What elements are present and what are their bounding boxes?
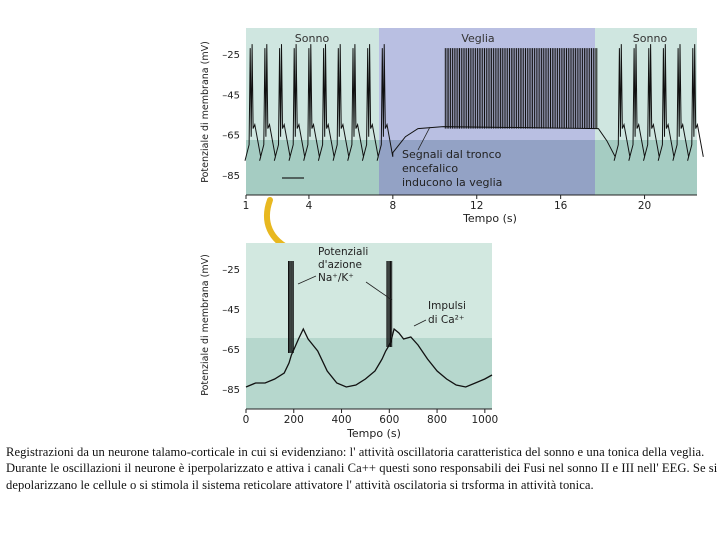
top-y-tick-label: –85 bbox=[222, 171, 240, 182]
ap-pointer-right bbox=[365, 281, 393, 301]
bottom-trace-line bbox=[245, 327, 493, 388]
top-x-tick-label: 1 bbox=[243, 200, 250, 212]
top-y-tick-label: –45 bbox=[222, 90, 240, 101]
neuron-recordings-figure: Sonno Veglia Sonno 1 4 8 12 16 20 –25 –45 –65 –8… bbox=[200, 28, 704, 440]
action-potentials bbox=[288, 261, 393, 353]
bottom-x-axis-label: Tempo (s) bbox=[346, 427, 401, 440]
top-x-tick-label: 16 bbox=[554, 200, 568, 212]
hyperpolarized-band-wake bbox=[379, 140, 595, 195]
ca-label-line-2: di Ca²⁺ bbox=[428, 314, 464, 326]
bottom-x-tick-label: 400 bbox=[332, 414, 352, 426]
ca-pointer bbox=[413, 319, 427, 327]
top-trace-line bbox=[244, 44, 704, 161]
top-x-tick-label: 20 bbox=[638, 200, 651, 212]
ap-label-line-3: Na⁺/K⁺ bbox=[318, 272, 354, 284]
ca-label-line-1: Impulsi bbox=[428, 300, 466, 312]
ap-label-line-2: d'azione bbox=[318, 259, 362, 271]
bottom-x-ticks: 0 200 400 600 800 1000 bbox=[243, 409, 498, 426]
region-label-sleep-2: Sonno bbox=[633, 32, 668, 45]
top-y-tick-label: –25 bbox=[222, 50, 240, 61]
top-x-tick-label: 8 bbox=[389, 200, 396, 212]
bottom-x-tick-label: 200 bbox=[284, 414, 304, 426]
bottom-y-tick-label: –25 bbox=[222, 265, 240, 276]
bottom-y-tick-label: –85 bbox=[222, 385, 240, 396]
top-y-ticks: –25 –45 –65 –85 bbox=[222, 50, 240, 182]
bottom-y-tick-label: –65 bbox=[222, 345, 240, 356]
top-x-tick-label: 12 bbox=[470, 200, 483, 212]
region-label-sleep-1: Sonno bbox=[295, 32, 330, 45]
top-x-tick-label: 4 bbox=[306, 200, 313, 212]
top-y-axis-label: Potenziale di membrana (mV) bbox=[200, 41, 211, 183]
figure-caption: Registrazioni da un neurone talamo-corti… bbox=[6, 445, 718, 492]
annotation-line-3: inducono la veglia bbox=[402, 176, 502, 189]
top-y-tick-label: –65 bbox=[222, 131, 240, 142]
annotation-line-1: Segnali dal tronco bbox=[402, 148, 502, 161]
bottom-y-ticks: –25 –45 –65 –85 bbox=[222, 265, 240, 396]
zoom-arrow bbox=[264, 197, 295, 253]
bottom-y-tick-label: –45 bbox=[222, 305, 240, 316]
region-label-wake: Veglia bbox=[461, 32, 494, 45]
bottom-x-tick-label: 0 bbox=[243, 414, 250, 426]
top-x-axis-label: Tempo (s) bbox=[462, 212, 517, 225]
ap-label-line-1: Potenziali bbox=[318, 246, 368, 258]
bottom-lower-band bbox=[246, 338, 492, 409]
bottom-panel: 0 200 400 600 800 1000 –25 –45 –65 –85 Tempo (s)… bbox=[200, 243, 498, 440]
top-x-ticks: 1 4 8 12 16 20 bbox=[243, 195, 651, 212]
top-panel: Sonno Veglia Sonno 1 4 8 12 16 20 –25 –45 –65 –8… bbox=[200, 28, 704, 225]
annotation-line-2: encefalico bbox=[402, 162, 458, 175]
bottom-x-tick-label: 600 bbox=[379, 414, 399, 426]
wake-spike-train bbox=[444, 48, 598, 129]
bottom-x-tick-label: 800 bbox=[427, 414, 447, 426]
annotation-pointer bbox=[417, 126, 431, 151]
ap-pointer-left bbox=[297, 275, 317, 285]
bottom-y-axis-label: Potenziale di membrana (mV) bbox=[200, 254, 211, 396]
bottom-x-tick-label: 1000 bbox=[471, 414, 498, 426]
